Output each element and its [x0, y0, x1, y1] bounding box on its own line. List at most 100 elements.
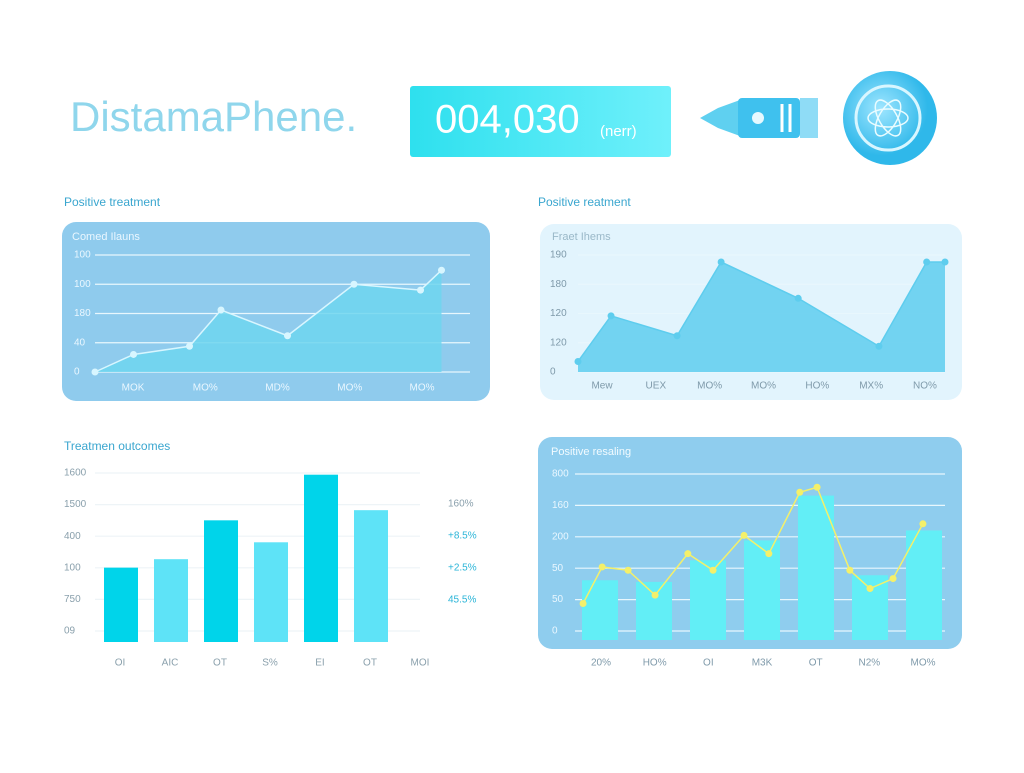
- point: [875, 342, 883, 350]
- point: [579, 599, 587, 607]
- x-label: MO%: [697, 381, 722, 392]
- x-label: MX%: [859, 381, 883, 392]
- point: [91, 368, 99, 376]
- y-label: 0: [74, 367, 80, 378]
- y-label: 750: [64, 594, 81, 605]
- panel-title: Treatmen outcomes: [64, 439, 170, 453]
- x-label: OT: [363, 658, 377, 669]
- point: [941, 258, 949, 266]
- x-label: M3K: [752, 658, 773, 669]
- x-label: OI: [703, 658, 714, 669]
- y-label: 1500: [64, 499, 87, 510]
- y-label: 120: [550, 308, 567, 319]
- y2-label: +8.5%: [448, 531, 477, 542]
- y2-label: 160%: [448, 499, 474, 510]
- y-label: 50: [552, 563, 564, 574]
- point: [765, 550, 773, 558]
- x-label: OI: [115, 658, 126, 669]
- panel-subtitle: Positive resaling: [551, 446, 631, 458]
- point: [598, 563, 606, 571]
- y-label: 190: [550, 250, 567, 261]
- y-label: 200: [552, 531, 569, 542]
- y-label: 400: [64, 531, 81, 542]
- point: [796, 488, 804, 496]
- x-label: MO%: [911, 658, 936, 669]
- point: [624, 566, 632, 574]
- bar: [254, 542, 288, 642]
- y-label: 180: [74, 308, 91, 319]
- point: [684, 550, 692, 558]
- point: [130, 350, 137, 358]
- point: [574, 357, 582, 365]
- x-label: OT: [809, 658, 823, 669]
- y-label: 40: [74, 337, 86, 348]
- point: [866, 585, 874, 593]
- y-label: 120: [550, 337, 567, 348]
- panel-subtitle: Comed Ilauns: [72, 231, 140, 243]
- pen-icon: [700, 98, 818, 138]
- bar: [744, 540, 780, 640]
- panels: Positive treatment Comed Ilauns 100 100 180 4…: [62, 195, 962, 669]
- line: [582, 486, 924, 604]
- x-label: MO%: [337, 383, 362, 394]
- bar: [154, 559, 188, 642]
- point: [186, 342, 193, 350]
- point: [651, 591, 659, 599]
- counter-value: 004,030: [435, 98, 580, 142]
- x-label: 20%: [591, 658, 611, 669]
- x-label: MD%: [265, 383, 290, 394]
- y-label: 0: [550, 367, 556, 378]
- point: [673, 332, 681, 340]
- x-label: AIC: [162, 658, 179, 669]
- panel-title: Positive treatment: [64, 195, 161, 209]
- x-label: MO%: [410, 383, 435, 394]
- point: [350, 280, 358, 288]
- x-label: HO%: [643, 658, 667, 669]
- bar: [354, 510, 388, 642]
- bar: [690, 560, 726, 640]
- x-label: S%: [262, 658, 278, 669]
- y2-label: +2.5%: [448, 563, 477, 574]
- x-label: HO%: [805, 381, 829, 392]
- y-label: 800: [552, 469, 569, 480]
- counter-box: [410, 86, 671, 157]
- area: [95, 270, 442, 372]
- panel-title: Positive reatment: [538, 195, 631, 209]
- point: [794, 294, 802, 302]
- bar: [104, 567, 138, 642]
- y-label: 100: [74, 250, 91, 261]
- line: [577, 261, 945, 362]
- y-label: 100: [64, 562, 81, 573]
- x-label: MOI: [411, 658, 430, 669]
- x-label: MOK: [122, 383, 145, 394]
- panel-subtitle: Fraet Ihems: [552, 231, 611, 243]
- y-label: 0: [552, 626, 558, 637]
- line: [94, 269, 443, 373]
- x-label: UEX: [646, 381, 667, 392]
- point: [923, 258, 931, 266]
- point: [717, 258, 725, 266]
- x-label: N2%: [858, 658, 880, 669]
- point: [846, 566, 854, 574]
- bar: [204, 520, 238, 642]
- point: [607, 312, 615, 320]
- x-label: EI: [315, 658, 324, 669]
- bar: [304, 474, 338, 642]
- counter-unit: (nerr): [600, 123, 637, 140]
- y-label: 180: [550, 279, 567, 290]
- bar: [852, 575, 888, 640]
- x-label: Mew: [591, 381, 613, 392]
- point: [740, 531, 748, 539]
- y-label: 50: [552, 594, 564, 605]
- y-label: 09: [64, 626, 76, 637]
- x-label: MO%: [193, 383, 218, 394]
- point: [284, 332, 291, 340]
- atom-icon: [843, 71, 937, 165]
- point: [889, 575, 897, 583]
- y-label: 100: [74, 279, 91, 290]
- point: [217, 306, 225, 314]
- point: [417, 286, 424, 294]
- app-title: DistamaPhene.: [70, 93, 357, 140]
- x-label: MO%: [751, 381, 776, 392]
